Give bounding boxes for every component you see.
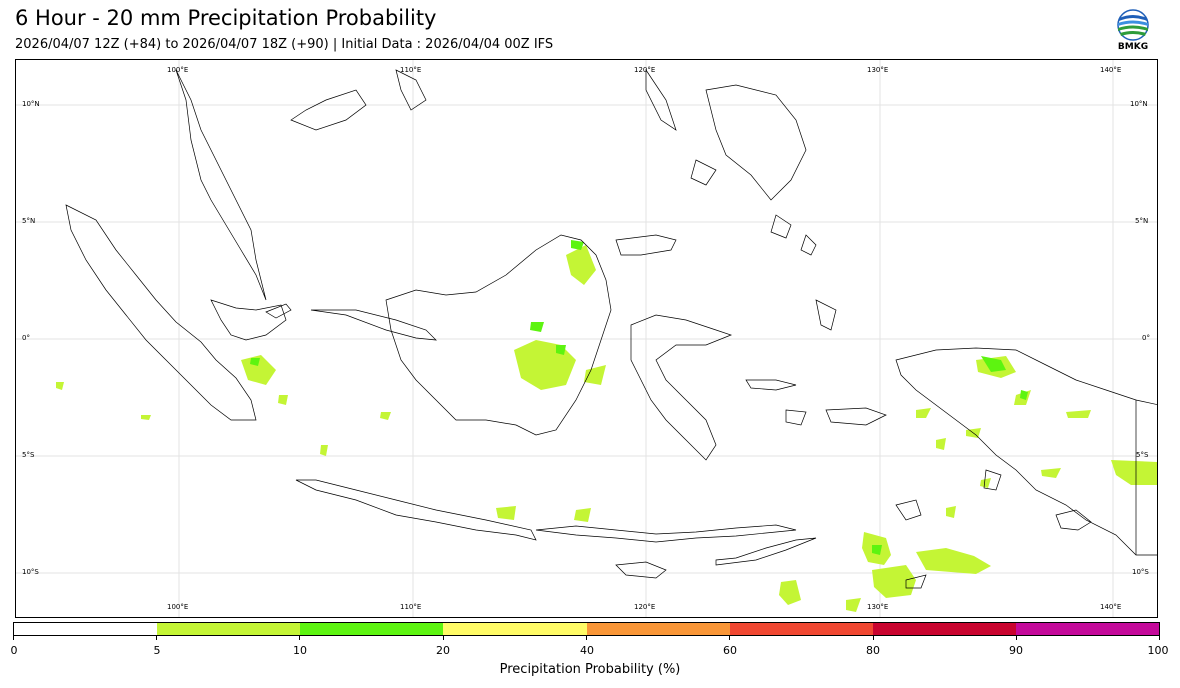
lat-label-right: 5°N — [1135, 217, 1149, 225]
lon-label-top: 100°E — [167, 66, 189, 74]
colorbar-tick-mark — [586, 636, 587, 640]
coastlines — [65, 68, 1157, 589]
lon-label-bottom: 110°E — [400, 603, 422, 611]
lon-label-top: 120°E — [634, 66, 656, 74]
colorbar-tick-mark — [1016, 636, 1017, 640]
colorbar-tick-label: 90 — [1009, 644, 1023, 657]
lon-label-top: 110°E — [400, 66, 422, 74]
logo-text: BMKG — [1117, 42, 1149, 52]
colorbar-segment — [729, 623, 873, 635]
lon-label-bottom: 140°E — [1100, 603, 1122, 611]
colorbar-tick-label: 60 — [723, 644, 737, 657]
lon-label-bottom: 100°E — [167, 603, 189, 611]
colorbar-segment — [14, 623, 158, 635]
colorbar-tick-mark — [1159, 636, 1160, 640]
colorbar-tick-label: 0 — [10, 644, 18, 657]
lon-label-top: 140°E — [1100, 66, 1122, 74]
precipitation-map — [15, 59, 1158, 618]
colorbar-tick-mark — [873, 636, 874, 640]
lat-label-left: 5°S — [22, 451, 35, 459]
colorbar-tick-label: 100 — [1147, 644, 1169, 657]
graticule — [16, 60, 1157, 617]
map-title: 6 Hour - 20 mm Precipitation Probability — [15, 6, 437, 30]
lat-label-left: 10°N — [22, 100, 40, 108]
colorbar-segment — [872, 623, 1016, 635]
colorbar-tick-label: 40 — [580, 644, 594, 657]
colorbar-tick-label: 80 — [866, 644, 880, 657]
colorbar-segment — [1015, 623, 1159, 635]
precip-5-10 — [56, 245, 1157, 612]
colorbar-tick-mark — [299, 636, 300, 640]
lon-label-bottom: 130°E — [867, 603, 889, 611]
map-canvas — [16, 60, 1157, 617]
colorbar-tick-mark — [13, 636, 14, 640]
colorbar-segment — [157, 623, 301, 635]
lon-label-top: 130°E — [867, 66, 889, 74]
colorbar-segment — [300, 623, 444, 635]
colorbar — [13, 622, 1160, 636]
colorbar-tick-mark — [729, 636, 730, 640]
lat-label-right: 10°N — [1130, 100, 1148, 108]
lat-label-left: 0° — [22, 334, 30, 342]
lat-label-left: 5°N — [22, 217, 36, 225]
lon-label-bottom: 120°E — [634, 603, 656, 611]
colorbar-tick-mark — [443, 636, 444, 640]
lat-label-right: 0° — [1142, 334, 1150, 342]
colorbar-tick-label: 5 — [153, 644, 161, 657]
precip-10-20 — [250, 240, 1028, 555]
colorbar-segment — [443, 623, 587, 635]
colorbar-tick-label: 20 — [436, 644, 450, 657]
colorbar-label: Precipitation Probability (%) — [499, 662, 681, 677]
map-subtitle: 2026/04/07 12Z (+84) to 2026/04/07 18Z (… — [15, 37, 554, 52]
lat-label-left: 10°S — [22, 568, 39, 576]
lat-label-right: 10°S — [1132, 568, 1149, 576]
bmkg-logo-icon — [1117, 9, 1149, 41]
colorbar-segment — [586, 623, 730, 635]
colorbar-tick-label: 10 — [293, 644, 307, 657]
colorbar-tick-mark — [156, 636, 157, 640]
lat-label-right: 5°S — [1136, 451, 1149, 459]
